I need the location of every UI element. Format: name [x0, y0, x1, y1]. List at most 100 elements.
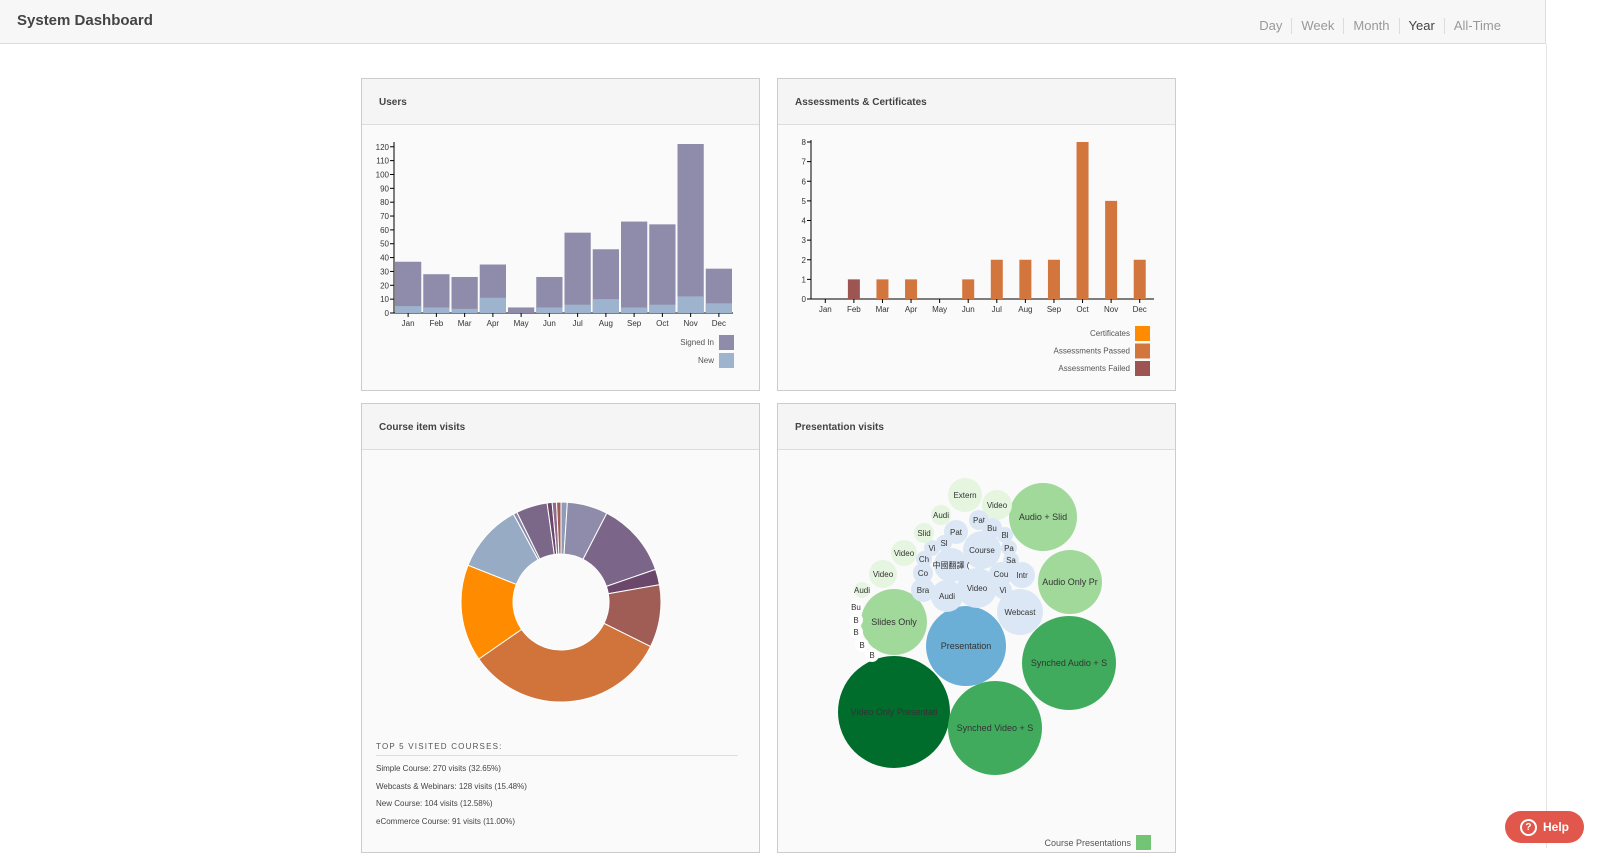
- assessments-bar-chart: 0 1 2 3 4 5 6 7 8 Jan Feb Mar Apr May Jun Jul Aug Sep Oct N…: [802, 138, 1154, 376]
- y-tick-label: 0: [802, 295, 807, 304]
- x-tick-label: Aug: [1018, 305, 1032, 314]
- top-courses-list: TOP 5 VISITED COURSES: Simple Course: 27…: [376, 742, 738, 834]
- bubble-label: Video: [987, 501, 1008, 510]
- y-tick-label: 1: [802, 275, 807, 284]
- range-year[interactable]: Year: [1398, 18, 1444, 34]
- bar-signed-in: [423, 274, 450, 313]
- bubble-label: Webcast: [1005, 608, 1037, 617]
- bubble: [982, 490, 1012, 520]
- bubble: [1009, 483, 1077, 551]
- bar-new: [649, 304, 676, 313]
- x-tick-label: Jul: [573, 319, 583, 328]
- bar-signed-in: [395, 261, 422, 313]
- x-tick-label: Jan: [819, 305, 832, 314]
- legend-label: Course Presentations: [1044, 838, 1131, 848]
- bubble-label: Synched Audio + S: [1031, 658, 1107, 668]
- y-tick-label: 40: [380, 254, 389, 263]
- bubble-label: Bl: [1001, 531, 1008, 540]
- page-title: System Dashboard: [17, 12, 153, 29]
- range-week[interactable]: Week: [1291, 18, 1343, 34]
- bubble-label: Bra: [917, 586, 930, 595]
- y-tick-label: 4: [802, 217, 807, 226]
- x-tick-label: Nov: [1104, 305, 1118, 314]
- bubble: [849, 613, 863, 627]
- range-all-time[interactable]: All-Time: [1443, 18, 1510, 34]
- bubble: [948, 681, 1042, 775]
- bar-assessments-passed: [962, 279, 975, 299]
- legend-swatch: [1135, 326, 1150, 341]
- help-button[interactable]: ? Help: [1505, 811, 1584, 843]
- bubble-label: Sl: [940, 539, 947, 548]
- x-tick-label: Dec: [712, 319, 726, 328]
- bubble: [957, 568, 997, 608]
- x-tick-label: Aug: [599, 319, 613, 328]
- bubble: [963, 531, 1001, 569]
- bubble-label: Intr: [1016, 571, 1028, 580]
- bubble-label: Audio Only Pr: [1042, 577, 1098, 587]
- bar-assessments-passed: [1105, 200, 1118, 299]
- bubble: [948, 478, 982, 512]
- bubble: [849, 625, 863, 639]
- legend-label: Assessments Failed: [1058, 364, 1130, 373]
- range-month[interactable]: Month: [1343, 18, 1398, 34]
- bubble-label: Bu: [851, 603, 861, 612]
- bubble: [865, 648, 879, 662]
- bubble: [926, 606, 1006, 686]
- bubble: [934, 548, 968, 582]
- assessments-panel: Assessments & Certificates 0 1 2 3 4 5 6 7 8 Jan F…: [777, 78, 1176, 391]
- bubble-label: Cou: [994, 570, 1009, 579]
- bubble-label: Video Only Presentati: [851, 707, 938, 717]
- bar-assessments-failed: [847, 279, 860, 299]
- legend-label: Assessments Passed: [1054, 347, 1130, 356]
- bubble-label: Sa: [1006, 556, 1016, 565]
- x-tick-label: Nov: [684, 319, 698, 328]
- bubble: [997, 527, 1013, 543]
- bubble-label: Slid: [917, 529, 930, 538]
- legend-label: Signed In: [680, 338, 714, 347]
- bar-assessments-passed: [876, 279, 889, 299]
- bar-new: [395, 306, 422, 313]
- bubble-label: Audi: [854, 586, 870, 595]
- bar-new: [536, 307, 563, 313]
- bar-signed-in: [536, 276, 563, 313]
- x-tick-label: Sep: [1047, 305, 1062, 314]
- y-tick-label: 70: [380, 212, 389, 221]
- x-tick-label: May: [514, 319, 529, 328]
- panel-title: Users: [362, 79, 759, 125]
- bubble-label: Video: [873, 570, 894, 579]
- legend-swatch: [1135, 343, 1150, 359]
- legend-swatch: [1135, 361, 1150, 376]
- bar-new: [479, 297, 506, 313]
- bubble-label: Slides Only: [871, 617, 917, 627]
- y-tick-label: 2: [802, 256, 807, 265]
- bar-new: [423, 307, 450, 313]
- y-tick-label: 50: [380, 240, 389, 249]
- bar-signed-in: [564, 232, 591, 313]
- bubble: [849, 600, 863, 614]
- presentation-visits-panel: Presentation visits Video Only Presentat…: [777, 403, 1176, 857]
- x-tick-label: Apr: [487, 319, 500, 328]
- y-tick-label: 8: [802, 138, 807, 147]
- y-tick-label: 120: [376, 143, 390, 152]
- course-visits-donut-chart: [460, 501, 662, 703]
- y-tick-label: 10: [380, 295, 389, 304]
- time-range-selector: Day Week Month Year All-Time: [1250, 18, 1510, 34]
- bubble-label: Extern: [953, 491, 976, 500]
- bubble-label: Pat: [973, 516, 986, 525]
- bubble: [913, 563, 933, 583]
- bar-new: [592, 299, 619, 313]
- bar-new: [451, 308, 478, 313]
- bubble-label: Course: [969, 546, 995, 555]
- bubble-label: Presentation: [941, 641, 992, 651]
- bubble-label: B: [853, 616, 858, 625]
- bubble: [1003, 552, 1019, 568]
- bubble: [914, 523, 934, 543]
- y-tick-label: 5: [802, 197, 807, 206]
- x-tick-label: Feb: [429, 319, 443, 328]
- x-tick-label: Jul: [992, 305, 1002, 314]
- legend-swatch: [1136, 835, 1151, 850]
- bubble: [1022, 616, 1116, 710]
- bubble-label: B: [859, 641, 864, 650]
- bar-new: [677, 296, 704, 313]
- range-day[interactable]: Day: [1259, 18, 1283, 33]
